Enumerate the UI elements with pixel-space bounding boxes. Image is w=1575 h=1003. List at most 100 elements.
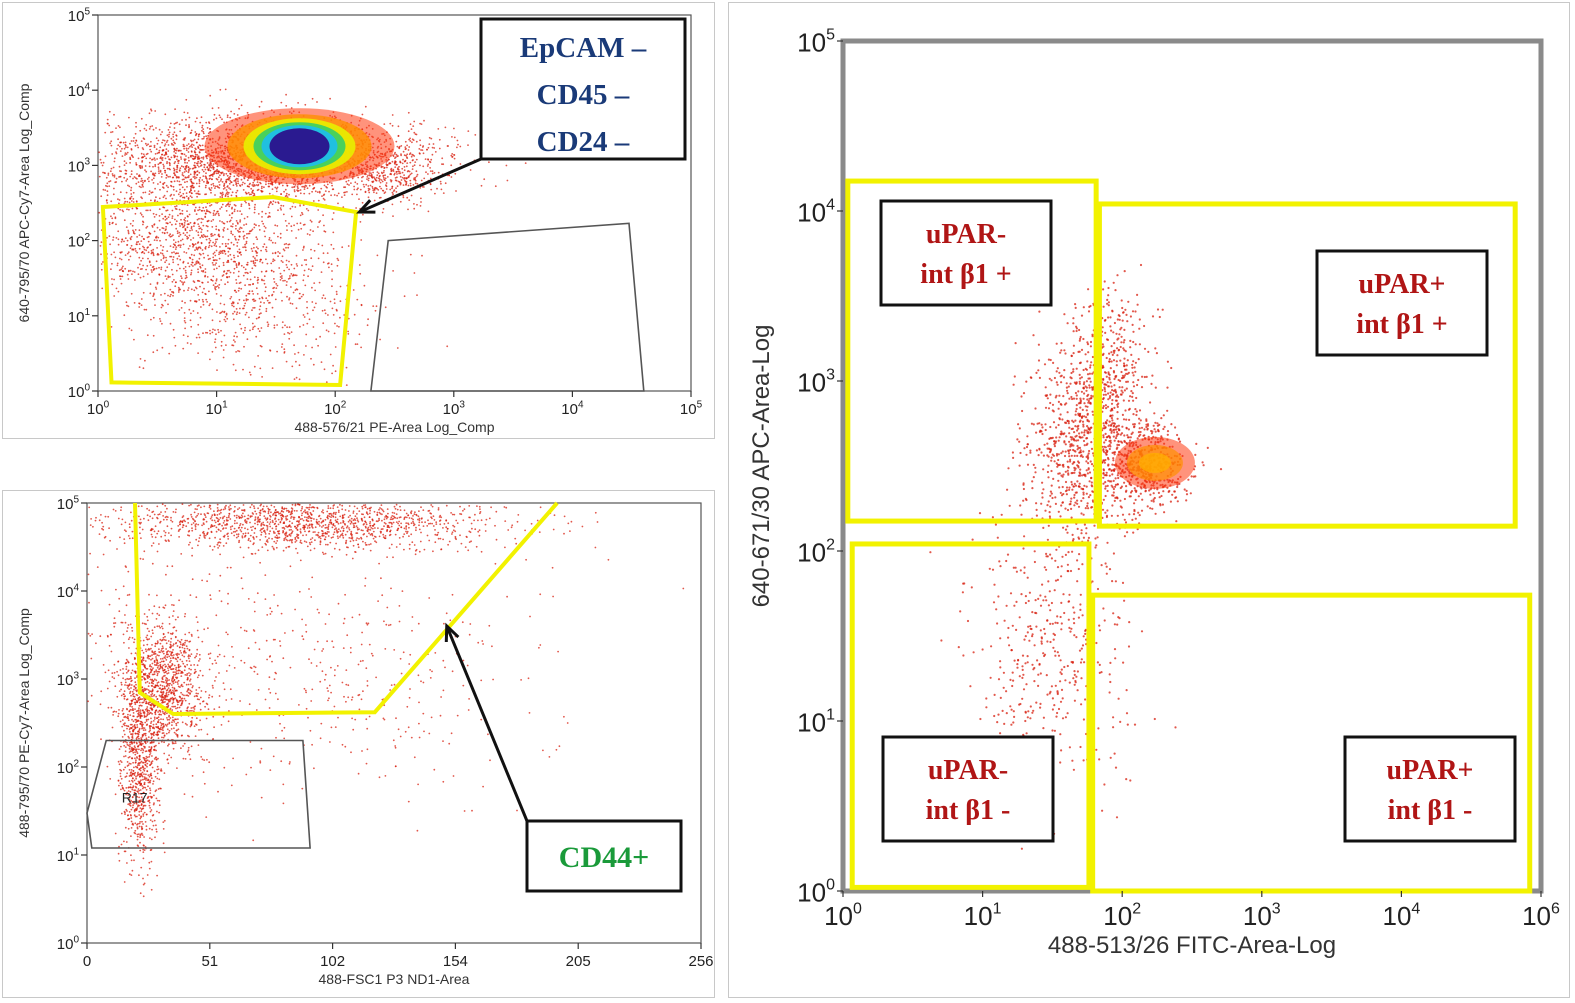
event-dot <box>325 329 328 332</box>
event-dot <box>225 178 228 181</box>
event-dot <box>408 153 411 156</box>
event-dot <box>124 237 127 240</box>
event-dot <box>360 239 363 241</box>
event-dot <box>128 258 130 261</box>
event-dot <box>319 220 322 222</box>
event-dot <box>174 285 177 288</box>
event-dot <box>495 538 498 541</box>
event-dot <box>333 298 336 301</box>
event-dot <box>108 124 111 127</box>
event-dot <box>306 516 308 519</box>
event-dot <box>227 259 229 262</box>
event-dot <box>214 242 217 245</box>
event-dot <box>128 201 131 204</box>
event-dot <box>321 297 324 299</box>
event-dot <box>284 220 287 222</box>
event-dot <box>232 272 235 274</box>
event-dot <box>191 229 194 231</box>
event-dot <box>202 156 205 159</box>
event-dot <box>161 159 164 162</box>
event-dot <box>196 260 199 262</box>
event-dot <box>318 221 321 224</box>
event-dot <box>205 193 208 196</box>
event-dot <box>209 358 211 361</box>
event-dot <box>244 268 247 271</box>
event-dot <box>166 525 169 528</box>
event-dot <box>156 247 159 249</box>
event-dot <box>276 540 279 542</box>
event-dot <box>237 270 240 273</box>
event-dot <box>232 339 235 341</box>
event-dot <box>159 521 161 524</box>
event-dot <box>301 518 303 520</box>
event-dot <box>215 228 218 231</box>
event-dot <box>254 203 256 206</box>
event-dot <box>140 304 143 306</box>
event-dot <box>135 182 138 185</box>
event-dot <box>115 223 117 226</box>
event-dot <box>366 176 369 178</box>
event-dot <box>182 267 185 270</box>
event-dot <box>106 182 109 185</box>
event-dot <box>243 177 246 180</box>
event-dot <box>119 191 122 194</box>
event-dot <box>199 316 202 319</box>
event-dot <box>494 185 497 188</box>
event-dot <box>325 185 327 188</box>
event-dot <box>244 271 247 274</box>
event-dot <box>401 167 404 170</box>
event-dot <box>184 227 187 230</box>
event-dot <box>153 200 156 203</box>
event-dot <box>432 525 435 527</box>
gate-yellow[interactable] <box>100 194 359 388</box>
event-dot <box>162 163 165 166</box>
event-dot <box>225 344 227 346</box>
event-dot <box>192 144 195 147</box>
event-dot <box>249 540 252 542</box>
event-dot <box>283 348 286 351</box>
event-dot <box>366 178 368 181</box>
event-dot <box>182 347 185 350</box>
event-dot <box>140 259 143 262</box>
event-dot <box>243 182 246 185</box>
event-dot <box>173 180 176 183</box>
event-dot <box>113 113 115 116</box>
event-dot <box>229 203 231 206</box>
event-dot <box>260 345 263 348</box>
event-dot <box>251 250 254 253</box>
event-dot <box>242 274 245 277</box>
event-dot <box>295 547 297 550</box>
event-dot <box>218 518 220 521</box>
event-dot <box>259 258 262 261</box>
event-dot <box>205 209 208 211</box>
event-dot <box>152 295 155 297</box>
event-dot <box>273 506 276 508</box>
event-dot <box>392 215 394 218</box>
event-dot <box>198 180 201 183</box>
event-dot <box>194 177 196 180</box>
event-dot <box>235 282 238 284</box>
event-dot <box>126 146 129 149</box>
event-dot <box>379 338 381 341</box>
event-dot <box>148 165 151 168</box>
event-dot <box>186 342 189 344</box>
event-dot <box>255 250 258 253</box>
event-dot <box>188 213 191 216</box>
event-dot <box>431 517 433 520</box>
event-dot <box>186 162 189 164</box>
event-dot <box>250 229 253 232</box>
event-dot <box>263 275 266 278</box>
event-dot <box>221 252 224 255</box>
event-dot <box>266 528 269 531</box>
event-dot <box>204 248 207 250</box>
event-dot <box>212 165 214 168</box>
event-dot <box>180 275 182 278</box>
event-dot <box>161 173 163 175</box>
event-dot <box>407 149 410 151</box>
event-dot <box>456 139 459 142</box>
event-dot <box>250 187 253 190</box>
gate-grey[interactable] <box>370 222 645 392</box>
event-dot <box>189 229 191 232</box>
event-dot <box>280 204 283 207</box>
event-dot <box>202 128 205 130</box>
